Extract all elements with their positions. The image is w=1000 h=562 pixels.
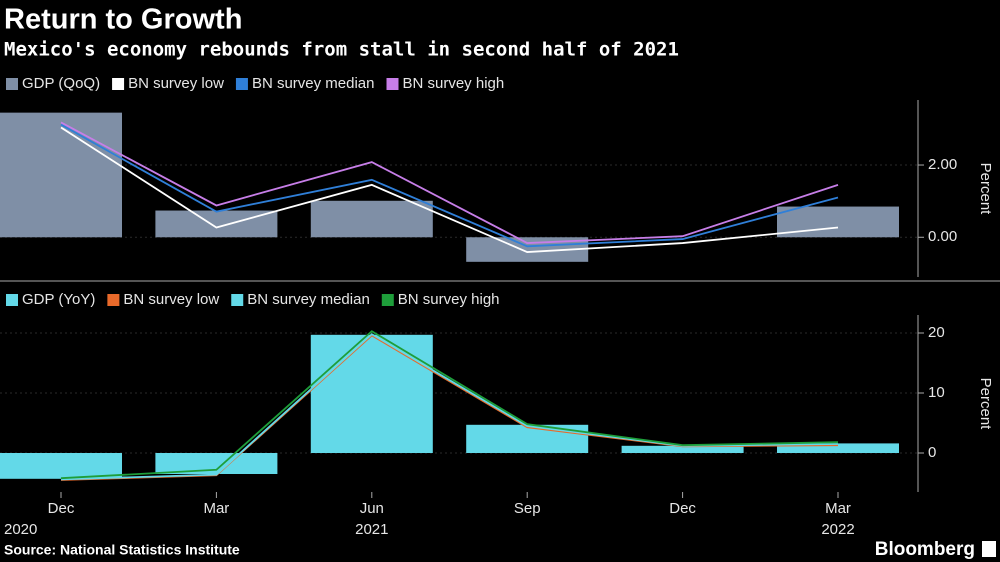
legend-swatch (386, 78, 399, 90)
bar (155, 453, 278, 474)
y-tick-label: 0 (928, 444, 936, 461)
legend-label: BN survey high (398, 291, 500, 308)
bar (155, 210, 278, 238)
legend-swatch (381, 294, 394, 306)
line (60, 330, 839, 480)
legend-swatch (112, 78, 125, 90)
legend-label: BN survey low (123, 291, 219, 308)
legend-label: GDP (QoQ) (22, 75, 100, 92)
legend-swatch (6, 78, 18, 90)
line (60, 126, 839, 253)
brand: Bloomberg (875, 539, 975, 560)
bar (0, 453, 122, 479)
legend-label: BN survey median (247, 291, 370, 308)
legend-swatch (6, 294, 18, 306)
line (60, 123, 839, 248)
y-axis-label: Percent (977, 378, 994, 431)
brand-icon (982, 541, 996, 557)
bar (0, 112, 122, 238)
y-axis-label: Percent (977, 163, 994, 216)
bar (310, 334, 433, 453)
x-tick-label: Dec (669, 500, 696, 517)
legend-swatch (231, 294, 244, 306)
legend-label: BN survey low (128, 75, 224, 92)
legend-label: GDP (YoY) (22, 291, 95, 308)
x-year-label: 2020 (4, 521, 37, 538)
chart-title: Return to Growth (4, 4, 242, 36)
x-year-label: 2021 (355, 521, 388, 538)
source: Source: National Statistics Institute (4, 542, 240, 558)
x-tick-label: Dec (48, 500, 75, 517)
bar (621, 445, 744, 453)
bar (777, 443, 899, 453)
y-tick-label: 2.00 (928, 156, 957, 173)
bar (310, 200, 433, 238)
legend-label: BN survey high (403, 75, 505, 92)
x-tick-label: Mar (825, 500, 851, 517)
bar (466, 424, 589, 453)
x-year-label: 2022 (821, 521, 854, 538)
y-tick-label: 0.00 (928, 228, 957, 245)
y-tick-label: 20 (928, 324, 945, 341)
x-tick-label: Mar (203, 500, 229, 517)
x-tick-label: Sep (514, 500, 541, 517)
legend-label: BN survey median (252, 75, 375, 92)
chart-subtitle: Mexico's economy rebounds from stall in … (4, 39, 679, 61)
y-tick-label: 10 (928, 384, 945, 401)
legend-swatch (235, 78, 248, 90)
legend-swatch (107, 294, 120, 306)
line (60, 121, 839, 244)
x-tick-label: Jun (360, 500, 384, 517)
